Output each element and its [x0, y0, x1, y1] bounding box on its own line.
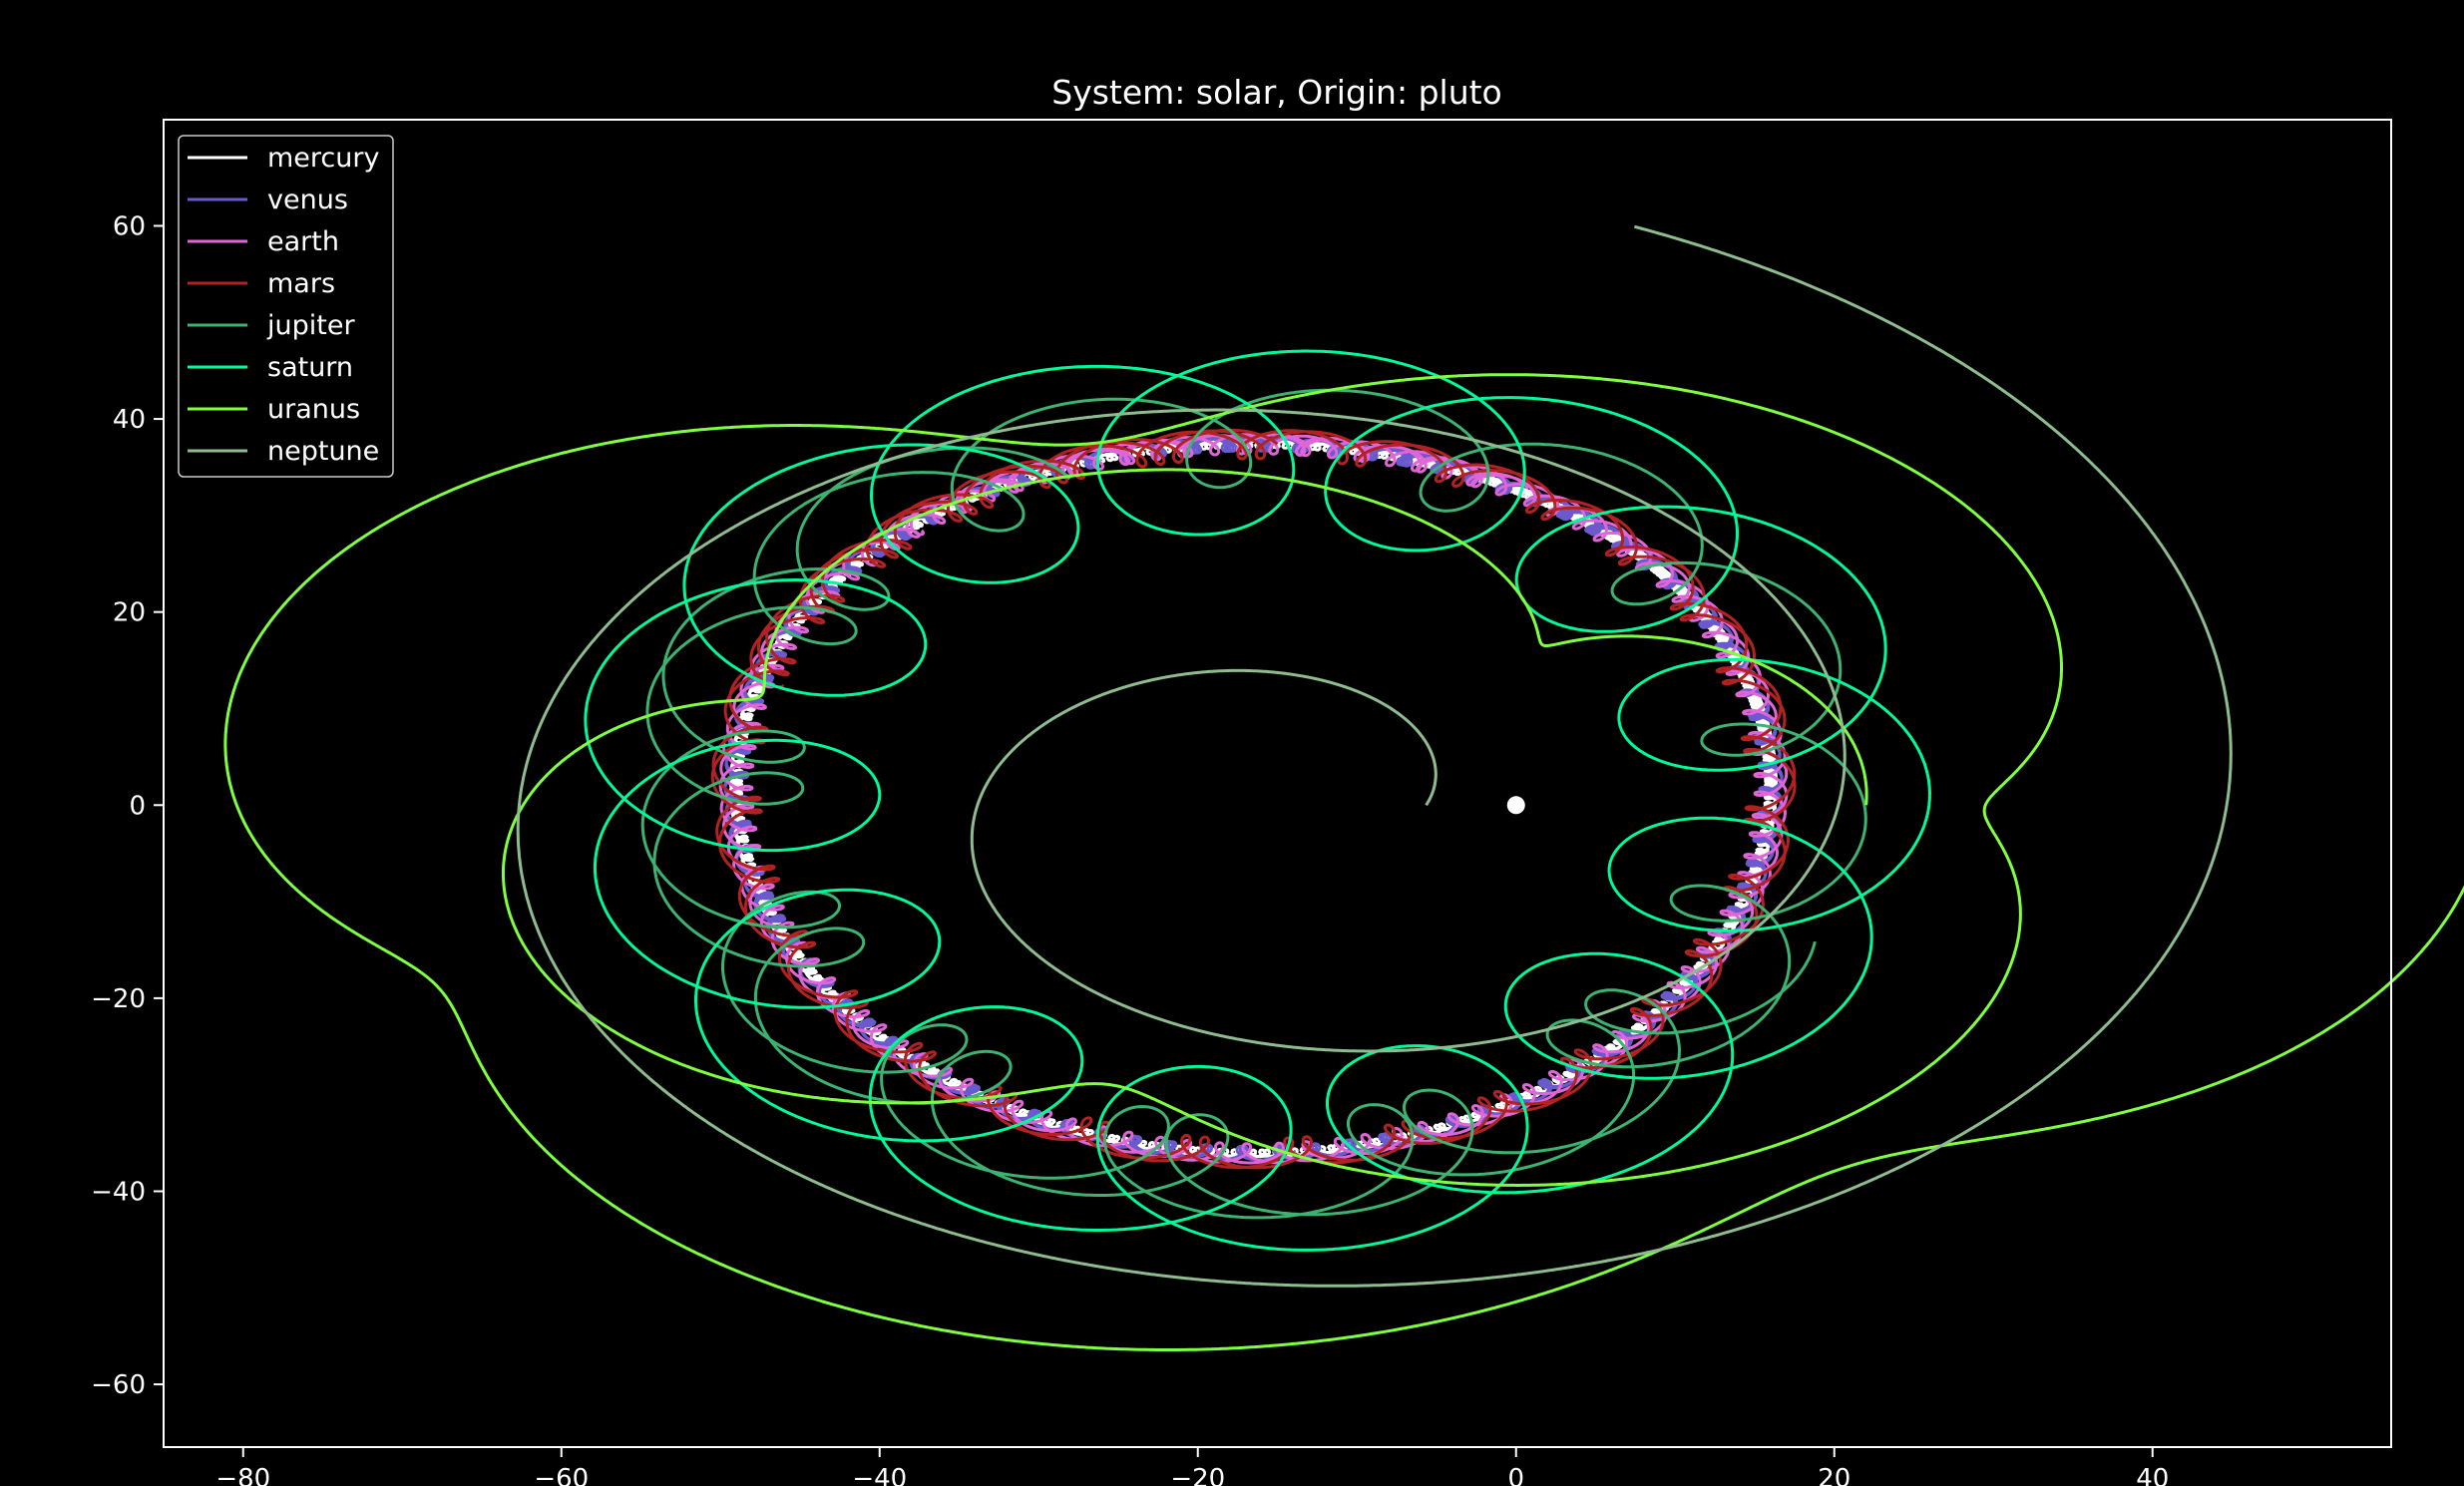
legend-box	[178, 135, 394, 478]
legend-label-jupiter: jupiter	[266, 310, 355, 341]
legend-label-mercury: mercury	[267, 143, 379, 174]
y-tick-label: −40	[91, 1177, 146, 1207]
series-uranus	[223, 373, 2464, 1351]
chart-title: System: solar, Origin: pluto	[1051, 73, 1502, 112]
y-axis: −60 −40 −20 0 20 40 60	[91, 211, 164, 1400]
y-tick-label: 40	[113, 405, 146, 435]
legend-label-uranus: uranus	[267, 394, 360, 425]
series-jupiter	[640, 388, 1867, 1220]
y-tick-label: −60	[91, 1370, 146, 1400]
legend-label-venus: venus	[267, 185, 348, 215]
y-tick-label: 0	[129, 791, 146, 821]
x-tick-label: −60	[534, 1464, 589, 1486]
legend-label-mars: mars	[267, 268, 335, 299]
legend-label-neptune: neptune	[267, 436, 379, 467]
series-neptune	[516, 224, 2233, 1288]
x-tick-label: 40	[2136, 1464, 2169, 1486]
y-tick-label: 20	[113, 598, 146, 628]
legend-label-earth: earth	[267, 226, 339, 257]
x-axis: −80 −60 −40 −20 0 20 40	[215, 1447, 2169, 1486]
series-saturn	[584, 349, 1931, 1252]
x-tick-label: −80	[215, 1464, 270, 1486]
y-tick-label: 60	[113, 211, 146, 241]
legend-label-saturn: saturn	[267, 352, 353, 383]
x-tick-label: −40	[852, 1464, 907, 1486]
legend: mercury venus earth mars jupiter saturn uranus…	[178, 135, 394, 478]
x-tick-label: −20	[1170, 1464, 1225, 1486]
series-layer	[223, 224, 2464, 1351]
origin-marker	[1506, 796, 1525, 815]
x-tick-label: 0	[1507, 1464, 1524, 1486]
plot-frame	[163, 119, 2392, 1448]
y-tick-label: −20	[91, 984, 146, 1014]
series-mars	[710, 428, 1797, 1170]
x-tick-label: 20	[1818, 1464, 1850, 1486]
